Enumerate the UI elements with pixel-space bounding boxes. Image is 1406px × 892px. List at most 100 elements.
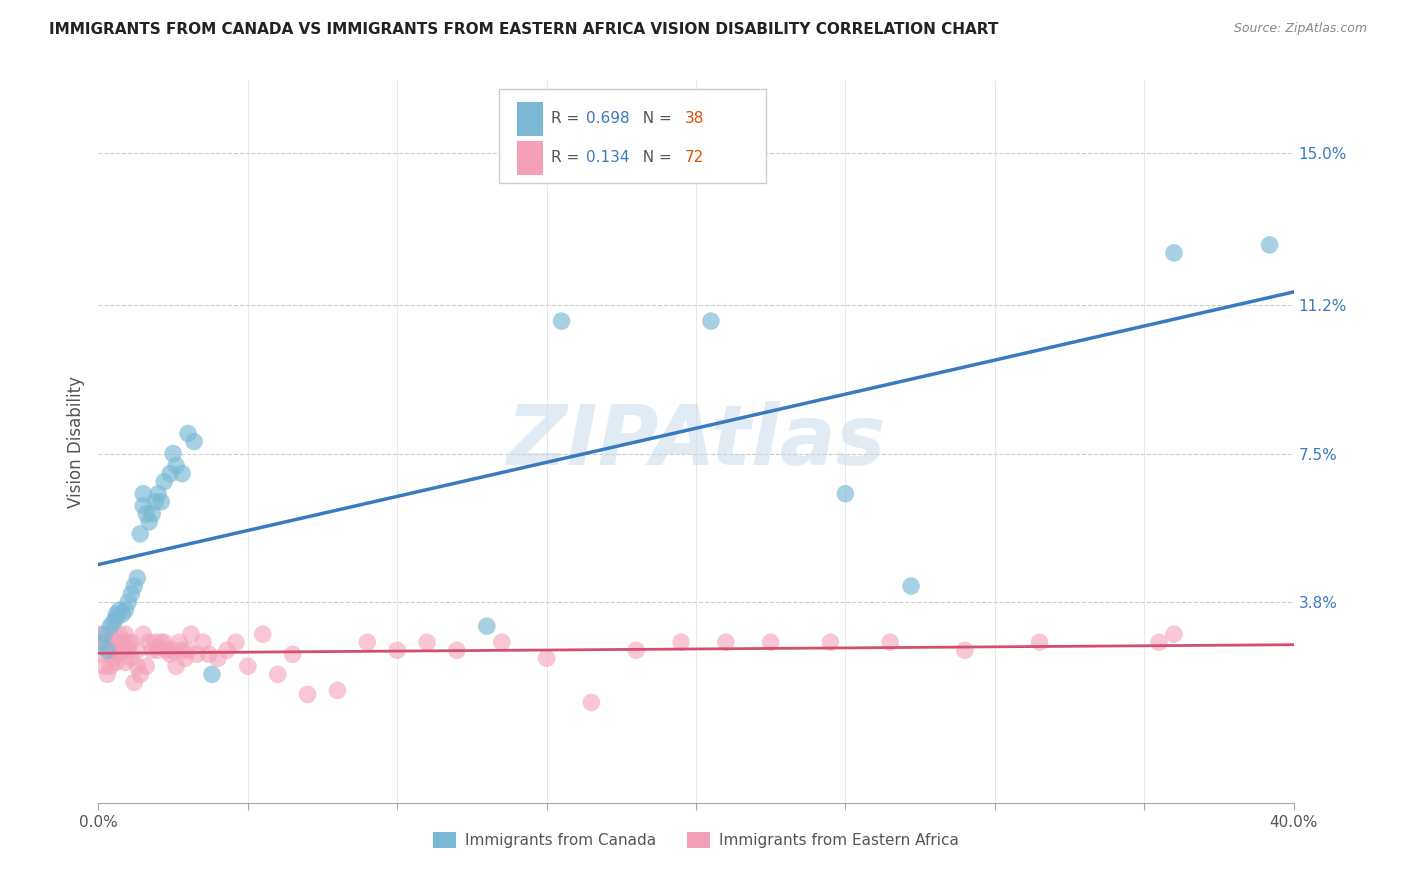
Point bbox=[174, 651, 197, 665]
Point bbox=[117, 643, 139, 657]
Point bbox=[135, 659, 157, 673]
Point bbox=[98, 627, 122, 641]
Legend: Immigrants from Canada, Immigrants from Eastern Africa: Immigrants from Canada, Immigrants from … bbox=[427, 826, 965, 855]
Point bbox=[159, 467, 181, 481]
Point bbox=[98, 619, 122, 633]
Point bbox=[177, 426, 200, 441]
Point bbox=[108, 627, 131, 641]
Point bbox=[953, 643, 976, 657]
Point bbox=[834, 487, 856, 501]
Point bbox=[132, 487, 155, 501]
Point bbox=[138, 515, 160, 529]
Point bbox=[111, 643, 134, 657]
Point bbox=[148, 487, 170, 501]
Point bbox=[297, 687, 319, 701]
Point bbox=[191, 635, 214, 649]
Point bbox=[105, 611, 128, 625]
Point bbox=[162, 447, 184, 461]
Point bbox=[141, 507, 163, 521]
Point bbox=[148, 643, 170, 657]
Text: 38: 38 bbox=[685, 112, 704, 126]
Point bbox=[281, 648, 304, 662]
Point bbox=[159, 648, 181, 662]
Point bbox=[446, 643, 468, 657]
Point bbox=[105, 607, 128, 622]
Text: R =: R = bbox=[551, 112, 585, 126]
Point bbox=[198, 648, 221, 662]
Point bbox=[225, 635, 247, 649]
Point bbox=[820, 635, 842, 649]
Point bbox=[143, 635, 166, 649]
Point bbox=[120, 651, 142, 665]
Point bbox=[172, 467, 194, 481]
Point bbox=[550, 314, 572, 328]
Point bbox=[93, 635, 115, 649]
Point bbox=[124, 675, 146, 690]
Y-axis label: Vision Disability: Vision Disability bbox=[66, 376, 84, 508]
Point bbox=[714, 635, 737, 649]
Point bbox=[167, 635, 190, 649]
Point bbox=[103, 643, 125, 657]
Point bbox=[1163, 627, 1185, 641]
Text: 72: 72 bbox=[685, 151, 704, 165]
Point bbox=[700, 314, 723, 328]
Point bbox=[108, 648, 131, 662]
Point bbox=[114, 603, 136, 617]
Point bbox=[491, 635, 513, 649]
Point bbox=[177, 643, 200, 657]
Point bbox=[385, 643, 409, 657]
Point bbox=[120, 587, 142, 601]
Text: 0.698: 0.698 bbox=[586, 112, 630, 126]
Point bbox=[326, 683, 349, 698]
Point bbox=[111, 635, 134, 649]
Point bbox=[93, 627, 115, 641]
Point bbox=[156, 643, 179, 657]
Point bbox=[117, 635, 139, 649]
Point bbox=[172, 643, 194, 657]
Point bbox=[141, 643, 163, 657]
Point bbox=[201, 667, 224, 681]
Point bbox=[114, 627, 136, 641]
Text: ZIPAtlas: ZIPAtlas bbox=[506, 401, 886, 482]
Point bbox=[153, 475, 176, 489]
Point bbox=[475, 619, 498, 633]
Point bbox=[108, 603, 131, 617]
Point bbox=[127, 571, 149, 585]
Point bbox=[215, 643, 238, 657]
Point bbox=[105, 635, 128, 649]
Point bbox=[90, 635, 112, 649]
Point bbox=[93, 659, 115, 673]
Point bbox=[117, 595, 139, 609]
Point bbox=[90, 648, 112, 662]
Point bbox=[162, 643, 184, 657]
Point bbox=[127, 659, 149, 673]
Point bbox=[252, 627, 274, 641]
Point bbox=[1028, 635, 1050, 649]
Point bbox=[1258, 238, 1281, 252]
Text: Source: ZipAtlas.com: Source: ZipAtlas.com bbox=[1233, 22, 1367, 36]
Point bbox=[536, 651, 558, 665]
Point bbox=[416, 635, 439, 649]
Point bbox=[1147, 635, 1170, 649]
Point bbox=[96, 667, 118, 681]
Point bbox=[207, 651, 229, 665]
Point bbox=[96, 643, 118, 657]
Point bbox=[165, 458, 187, 473]
Point bbox=[180, 627, 202, 641]
Point bbox=[132, 627, 155, 641]
Point bbox=[111, 607, 134, 622]
Point bbox=[626, 643, 648, 657]
Point bbox=[103, 651, 125, 665]
Point bbox=[356, 635, 378, 649]
Text: R =: R = bbox=[551, 151, 585, 165]
Point bbox=[103, 615, 125, 630]
Point bbox=[186, 648, 208, 662]
Point bbox=[120, 635, 142, 649]
Point bbox=[143, 494, 166, 508]
Point bbox=[236, 659, 259, 673]
Point bbox=[150, 494, 173, 508]
Point bbox=[165, 659, 187, 673]
Point bbox=[138, 635, 160, 649]
Point bbox=[669, 635, 692, 649]
Point bbox=[98, 659, 122, 673]
